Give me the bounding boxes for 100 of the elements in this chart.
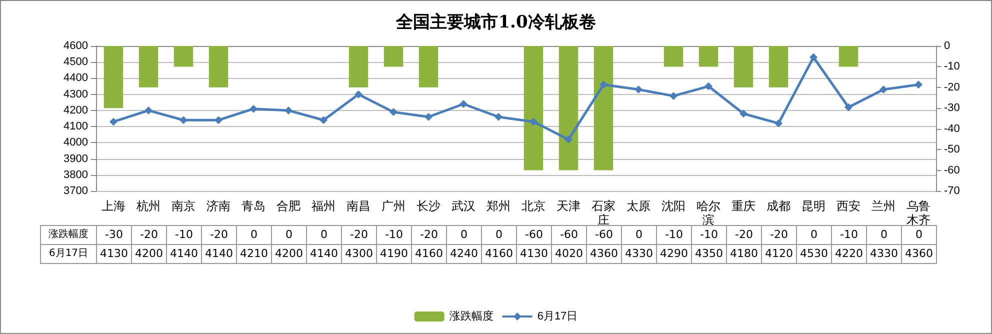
x-tick-label: 兰州 <box>872 199 896 213</box>
point <box>670 92 678 100</box>
point <box>634 86 642 94</box>
y2-tick-label: -60 <box>944 164 960 176</box>
data-label: 0 <box>796 225 832 245</box>
data-label: -30 <box>96 225 132 245</box>
data-label: 0 <box>271 225 307 245</box>
data-label: 4350 <box>691 244 727 264</box>
data-label: 4210 <box>236 244 272 264</box>
x-tick-label: 西安 <box>836 199 860 213</box>
point <box>214 116 222 124</box>
data-label: 4120 <box>761 244 797 264</box>
x-tick-label: 杭州 <box>136 199 160 213</box>
point <box>180 116 188 124</box>
x-tick-label: 郑州 <box>486 199 510 213</box>
data-label: 4140 <box>201 244 237 264</box>
data-label: 0 <box>236 225 272 245</box>
x-tick-label: 广州 <box>382 199 406 213</box>
y-tick-label: 4300 <box>64 88 88 100</box>
x-tick-label: 上海 <box>102 199 126 213</box>
y2-tick-label: -40 <box>944 122 960 135</box>
point <box>494 112 502 121</box>
data-label: 0 <box>916 228 922 241</box>
data-label: 0 <box>446 225 482 245</box>
data-label: 4140 <box>166 244 202 264</box>
point <box>844 103 852 112</box>
y-tick-label: 4100 <box>64 120 88 133</box>
point <box>914 80 922 89</box>
y-tick-label: 4400 <box>64 72 88 84</box>
y2-tick-label: -30 <box>944 102 960 114</box>
y-tick-label: 4600 <box>64 40 88 52</box>
data-label: 4240 <box>446 244 482 264</box>
x-tick-label: 福州 <box>312 199 336 213</box>
data-label: 0 <box>306 225 342 245</box>
x-tick-label: 成都 <box>766 199 790 213</box>
chart-title: 全国主要城市1.0冷轧板卷 <box>395 12 596 32</box>
data-label: -10 <box>831 225 867 245</box>
data-label: 4200 <box>131 244 167 264</box>
data-label: 4220 <box>831 244 867 264</box>
x-tick-label: 乌鲁木齐 <box>906 199 930 227</box>
data-label: 4160 <box>481 244 517 264</box>
data-label: -20 <box>726 225 762 245</box>
x-tick-label: 合肥 <box>276 199 300 213</box>
x-tick-label: 哈尔滨 <box>696 199 720 227</box>
x-tick-label: 昆明 <box>802 199 826 213</box>
data-label: 4190 <box>376 244 412 264</box>
point <box>284 106 292 114</box>
point <box>704 82 712 90</box>
y-tick-label: 4000 <box>64 136 88 149</box>
x-tick-label: 武汉 <box>452 199 476 213</box>
y-tick-label: 4500 <box>64 56 88 68</box>
y2-tick-label: -20 <box>944 81 960 94</box>
legend-label: 涨跌幅度 <box>449 310 494 322</box>
point <box>740 110 748 118</box>
y2-tick-label: -70 <box>944 185 960 197</box>
data-label: -20 <box>761 225 797 245</box>
data-label: 4330 <box>621 244 657 264</box>
x-tick-label: 长沙 <box>416 199 440 213</box>
y-tick-label: 3700 <box>64 185 88 197</box>
x-tick-label: 沈阳 <box>662 199 686 213</box>
data-label: -10 <box>166 225 202 245</box>
data-label: 0 <box>866 225 902 245</box>
y2-tick-label: -50 <box>944 144 960 156</box>
data-label: -60 <box>516 225 552 245</box>
legend-label: 6月17日 <box>537 310 578 322</box>
point <box>424 112 432 121</box>
data-label: -60 <box>551 225 587 245</box>
data-label: 4360 <box>901 244 937 264</box>
data-label: 4140 <box>306 244 342 264</box>
y-tick-label: 4200 <box>64 104 88 116</box>
data-label: 4290 <box>656 244 692 264</box>
x-tick-label: 青岛 <box>242 199 266 213</box>
text: 涨跌幅度 <box>48 229 88 240</box>
point <box>250 104 258 113</box>
x-tick-label: 天津 <box>556 199 580 213</box>
point <box>810 53 818 62</box>
point <box>600 80 608 89</box>
point <box>144 106 152 114</box>
data-label: 4200 <box>271 244 307 264</box>
x-tick-label: 北京 <box>522 199 546 213</box>
y-tick-label: 3900 <box>64 152 88 165</box>
data-label: -20 <box>411 225 447 245</box>
data-label: 4360 <box>586 244 622 264</box>
x-tick-label: 济南 <box>206 199 230 213</box>
point <box>110 118 118 126</box>
point <box>880 86 888 94</box>
x-tick-label: 重庆 <box>732 199 756 213</box>
point <box>460 100 468 108</box>
point <box>320 116 328 124</box>
data-label: 0 <box>621 225 657 245</box>
data-label: -20 <box>201 225 237 245</box>
y2-tick-label: 0 <box>944 40 950 52</box>
x-tick-label: 南京 <box>172 199 196 213</box>
y-tick-label: 3800 <box>64 168 88 181</box>
point <box>774 119 782 128</box>
y2-tick-label: -10 <box>944 60 960 73</box>
data-label: -10 <box>700 228 718 241</box>
data-label: -20 <box>341 225 377 245</box>
data-label: -60 <box>595 228 613 241</box>
point <box>564 135 572 144</box>
